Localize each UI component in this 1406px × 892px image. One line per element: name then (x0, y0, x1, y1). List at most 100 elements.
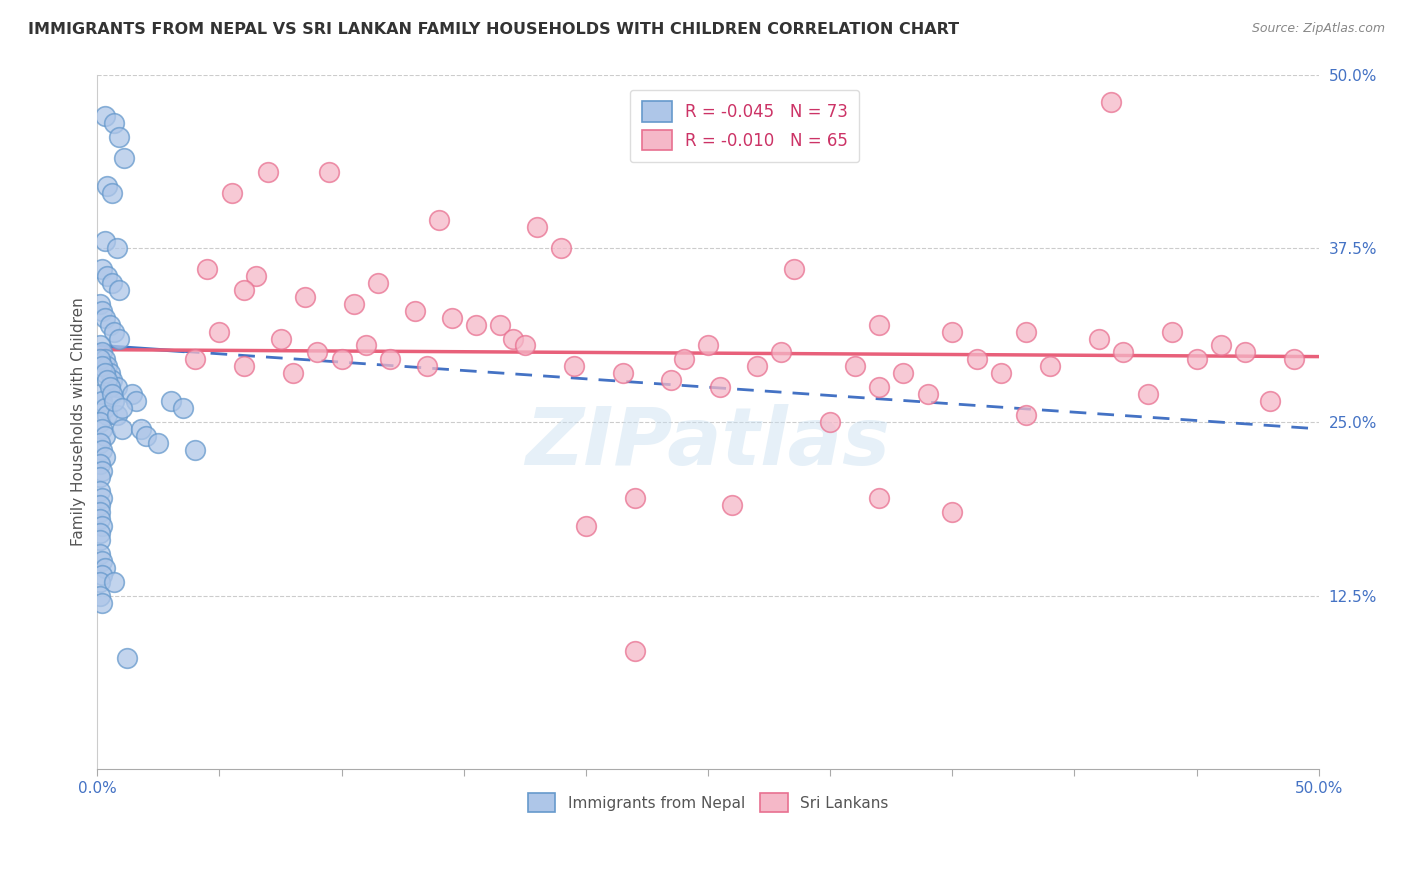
Text: IMMIGRANTS FROM NEPAL VS SRI LANKAN FAMILY HOUSEHOLDS WITH CHILDREN CORRELATION : IMMIGRANTS FROM NEPAL VS SRI LANKAN FAMI… (28, 22, 959, 37)
Point (91, 303, 114, 318)
Point (93, 352, 115, 367)
Point (172, 401, 194, 415)
Point (550, 241, 572, 255)
Point (1014, 325, 1036, 339)
Point (844, 359, 866, 374)
Point (281, 366, 304, 380)
Point (111, 401, 134, 415)
Point (108, 283, 131, 297)
Point (294, 290, 316, 304)
Point (96, 359, 118, 374)
Point (89, 387, 111, 401)
Point (89, 498, 111, 512)
Point (103, 325, 125, 339)
Point (103, 394, 125, 409)
Point (101, 387, 124, 401)
Point (93, 429, 115, 443)
Point (89, 574, 111, 589)
Point (404, 303, 426, 318)
Point (575, 519, 598, 533)
Point (96, 178, 118, 193)
Point (380, 352, 402, 367)
Point (89, 547, 111, 561)
Point (489, 318, 512, 332)
Point (1234, 345, 1257, 359)
Point (93, 310, 115, 325)
Point (93, 561, 115, 575)
Point (89, 484, 111, 499)
Point (990, 366, 1012, 380)
Point (89, 338, 111, 352)
Point (612, 366, 634, 380)
Point (89, 533, 111, 547)
Point (121, 387, 143, 401)
Point (245, 268, 267, 283)
Point (745, 359, 768, 374)
Point (115, 651, 138, 665)
Point (526, 220, 548, 235)
Point (1209, 338, 1232, 352)
Text: Source: ZipAtlas.com: Source: ZipAtlas.com (1251, 22, 1385, 36)
Point (721, 498, 744, 512)
Point (1112, 345, 1135, 359)
Point (125, 394, 148, 409)
Point (623, 491, 645, 506)
Point (159, 394, 181, 409)
Point (184, 442, 207, 457)
Point (661, 373, 683, 387)
Point (502, 332, 524, 346)
Point (89, 297, 111, 311)
Point (89, 512, 111, 526)
Point (93, 109, 115, 123)
Point (108, 130, 131, 145)
Point (562, 359, 585, 374)
Point (257, 165, 280, 179)
Point (917, 387, 939, 401)
Point (770, 345, 793, 359)
Point (208, 325, 231, 339)
Point (91, 464, 114, 478)
Point (232, 283, 254, 297)
Point (427, 213, 450, 227)
Point (1284, 352, 1306, 367)
Point (89, 352, 111, 367)
Point (93, 401, 115, 415)
Point (513, 338, 536, 352)
Point (1099, 95, 1122, 110)
Point (782, 262, 804, 277)
Point (966, 352, 988, 367)
Point (91, 394, 114, 409)
Point (93, 234, 115, 248)
Point (101, 276, 124, 290)
Point (96, 373, 118, 387)
Point (91, 422, 114, 436)
Point (98, 318, 121, 332)
Point (105, 408, 128, 422)
Point (1136, 387, 1159, 401)
Point (91, 359, 114, 374)
Point (818, 415, 841, 429)
Point (101, 186, 124, 200)
Point (941, 325, 963, 339)
Point (697, 338, 720, 352)
Point (1088, 332, 1111, 346)
Legend: Immigrants from Nepal, Sri Lankans: Immigrants from Nepal, Sri Lankans (516, 781, 900, 824)
Point (868, 380, 890, 394)
Point (89, 435, 111, 450)
Point (105, 241, 128, 255)
Point (868, 318, 890, 332)
Point (105, 380, 128, 394)
Point (91, 554, 114, 568)
Point (98, 366, 121, 380)
Point (195, 262, 218, 277)
Point (941, 505, 963, 519)
Point (868, 491, 890, 506)
Point (343, 297, 366, 311)
Point (1185, 352, 1208, 367)
Point (103, 116, 125, 130)
Point (112, 151, 135, 165)
Point (1039, 359, 1062, 374)
Point (89, 505, 111, 519)
Point (91, 262, 114, 277)
Point (91, 596, 114, 610)
